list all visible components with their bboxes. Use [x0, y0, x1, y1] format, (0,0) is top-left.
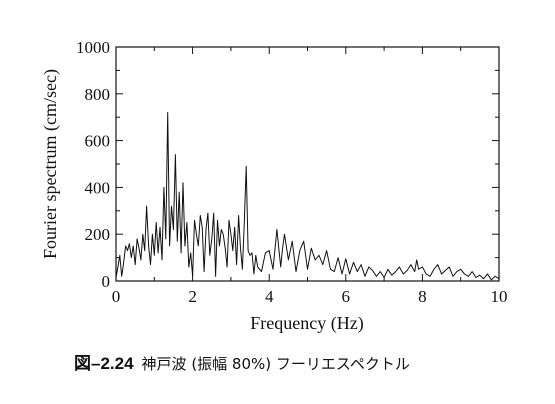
- figure-caption: 図–2.24 神戸波 (振幅 80%) フーリエスペクトル: [74, 349, 410, 374]
- x-tick-label: 10: [491, 287, 508, 306]
- y-tick-label: 1000: [76, 38, 110, 57]
- y-tick-label: 600: [85, 132, 111, 151]
- x-tick-label: 8: [418, 287, 427, 306]
- figure-number: 図–2.24: [74, 354, 134, 373]
- y-tick-label: 800: [85, 85, 111, 104]
- spectrum-series-line: [115, 112, 500, 281]
- x-tick-label: 2: [188, 287, 197, 306]
- x-tick-label: 6: [342, 287, 351, 306]
- x-tick-label: 4: [265, 287, 274, 306]
- y-tick-label: 400: [85, 178, 111, 197]
- plot-area-frame: [115, 46, 500, 282]
- y-axis-title: Fourier spectrum (cm/sec): [40, 69, 61, 259]
- x-axis-title: Frequency (Hz): [250, 313, 363, 334]
- y-tick-label: 200: [85, 225, 111, 244]
- x-tick-label: 0: [112, 287, 121, 306]
- caption-text: 神戸波 (振幅 80%) フーリエスペクトル: [141, 355, 410, 373]
- y-tick-label: 0: [102, 272, 111, 291]
